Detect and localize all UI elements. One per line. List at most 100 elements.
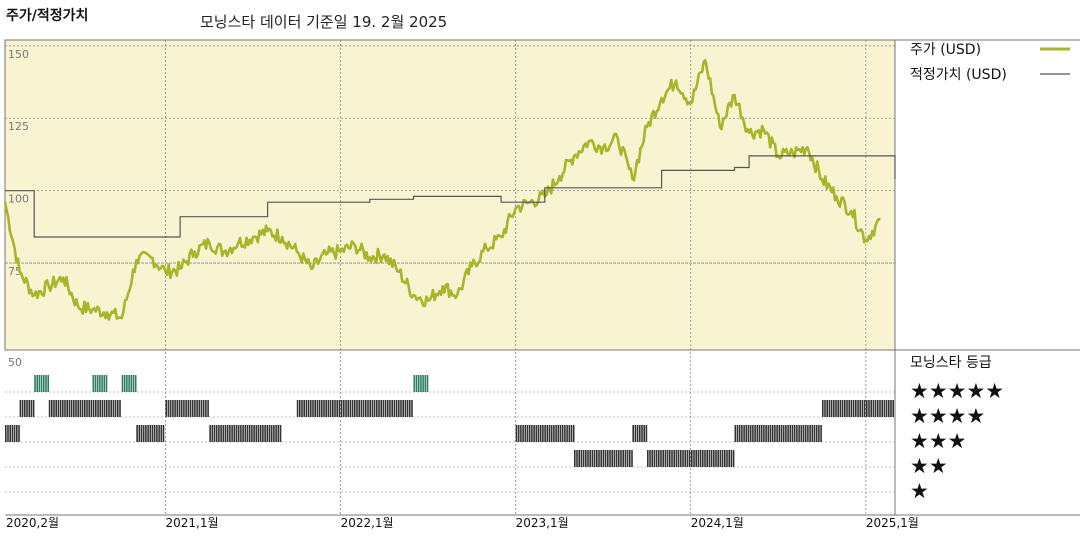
rating-tick — [877, 400, 879, 417]
rating-tick — [75, 400, 77, 417]
rating-tick — [7, 425, 9, 442]
rating-tick — [645, 425, 648, 442]
rating-tick — [585, 450, 587, 467]
rating-tick — [209, 425, 211, 442]
rating-tick — [145, 425, 147, 442]
rating-tick — [653, 450, 656, 467]
rating-tick — [763, 425, 765, 442]
rating-tick — [273, 425, 275, 442]
rating-tick — [602, 450, 605, 467]
rating-tick — [596, 450, 598, 467]
rating-bar-3-star — [515, 425, 575, 442]
rating-tick — [229, 425, 231, 442]
rating-tick — [84, 400, 86, 417]
rating-tick — [833, 400, 835, 417]
rating-tick — [789, 425, 792, 442]
rating-tick — [636, 425, 639, 442]
rating-tick — [587, 450, 589, 467]
rating-bar-5-star — [413, 375, 429, 392]
rating-tick — [546, 425, 549, 442]
rating-tick — [715, 450, 717, 467]
rating-tick — [376, 400, 378, 417]
rating-tick — [340, 400, 343, 417]
rating-tick — [99, 400, 101, 417]
rating-tick — [749, 425, 752, 442]
rating-tick — [857, 400, 859, 417]
rating-tick — [822, 400, 824, 417]
rating-tick — [574, 450, 576, 467]
rating-tick — [754, 425, 756, 442]
rating-tick — [248, 425, 251, 442]
rating-tick — [522, 425, 524, 442]
legend-5-stars: ★★★★★ — [910, 379, 1004, 403]
rating-tick — [673, 450, 675, 467]
rating-tick — [16, 425, 18, 442]
rating-tick — [231, 425, 233, 442]
rating-tick — [88, 400, 90, 417]
x-tick-label: 2020,2월 — [6, 516, 59, 530]
rating-tick — [380, 400, 382, 417]
rating-tick — [121, 375, 124, 392]
rating-tick — [128, 375, 130, 392]
rating-tick — [738, 425, 741, 442]
rating-tick — [99, 375, 101, 392]
rating-tick — [655, 450, 658, 467]
rating-bar-2-star — [647, 450, 735, 467]
rating-tick — [561, 425, 564, 442]
rating-tick — [885, 400, 888, 417]
rating-tick — [728, 450, 730, 467]
rating-tick — [837, 400, 839, 417]
rating-tick — [589, 450, 591, 467]
rating-tick — [246, 425, 249, 442]
rating-tick — [724, 450, 726, 467]
rating-tick — [846, 400, 848, 417]
rating-bar-3-star — [5, 425, 20, 442]
price-line — [3, 58, 881, 321]
rating-tick — [178, 400, 181, 417]
rating-tick — [310, 400, 312, 417]
legend-rating-title: 모닝스타 등급 — [910, 355, 992, 371]
rating-tick — [142, 425, 145, 442]
rating-tick — [776, 425, 778, 442]
rating-tick — [257, 425, 260, 442]
x-tick-label: 2023,1월 — [516, 516, 569, 530]
rating-tick — [890, 400, 892, 417]
rating-tick — [641, 425, 643, 442]
rating-tick — [771, 425, 774, 442]
rating-tick — [824, 400, 826, 417]
rating-tick — [365, 400, 367, 417]
rating-tick — [647, 450, 649, 467]
rating-tick — [804, 425, 807, 442]
rating-tick — [669, 450, 671, 467]
rating-tick — [872, 400, 875, 417]
rating-tick — [830, 400, 833, 417]
rating-tick — [224, 425, 227, 442]
rating-tick — [531, 425, 533, 442]
rating-tick — [576, 450, 578, 467]
rating-tick — [730, 450, 733, 467]
rating-tick — [296, 400, 299, 417]
fair-value-line — [5, 155, 896, 238]
rating-tick — [126, 375, 128, 392]
rating-tick — [745, 425, 748, 442]
rating-tick — [275, 425, 277, 442]
rating-tick — [134, 375, 137, 392]
rating-tick — [686, 450, 689, 467]
legend-price-label: 주가 (USD) — [910, 42, 981, 58]
rating-tick — [5, 425, 7, 442]
rating-tick — [704, 450, 706, 467]
rating-tick — [424, 375, 427, 392]
rating-tick — [354, 400, 356, 417]
legend: 주가 (USD) 적정가치 (USD) 모닝스타 등급 ★★★★★ ★★★★ ★… — [910, 42, 1070, 503]
rating-tick — [132, 375, 135, 392]
rating-tick — [117, 400, 119, 417]
rating-tick — [96, 375, 99, 392]
rating-tick — [200, 400, 203, 417]
rating-tick — [194, 400, 196, 417]
rating-tick — [544, 425, 546, 442]
rating-tick — [316, 400, 319, 417]
rating-tick — [629, 450, 631, 467]
rating-tick — [706, 450, 708, 467]
rating-tick — [183, 400, 185, 417]
rating-tick — [800, 425, 803, 442]
